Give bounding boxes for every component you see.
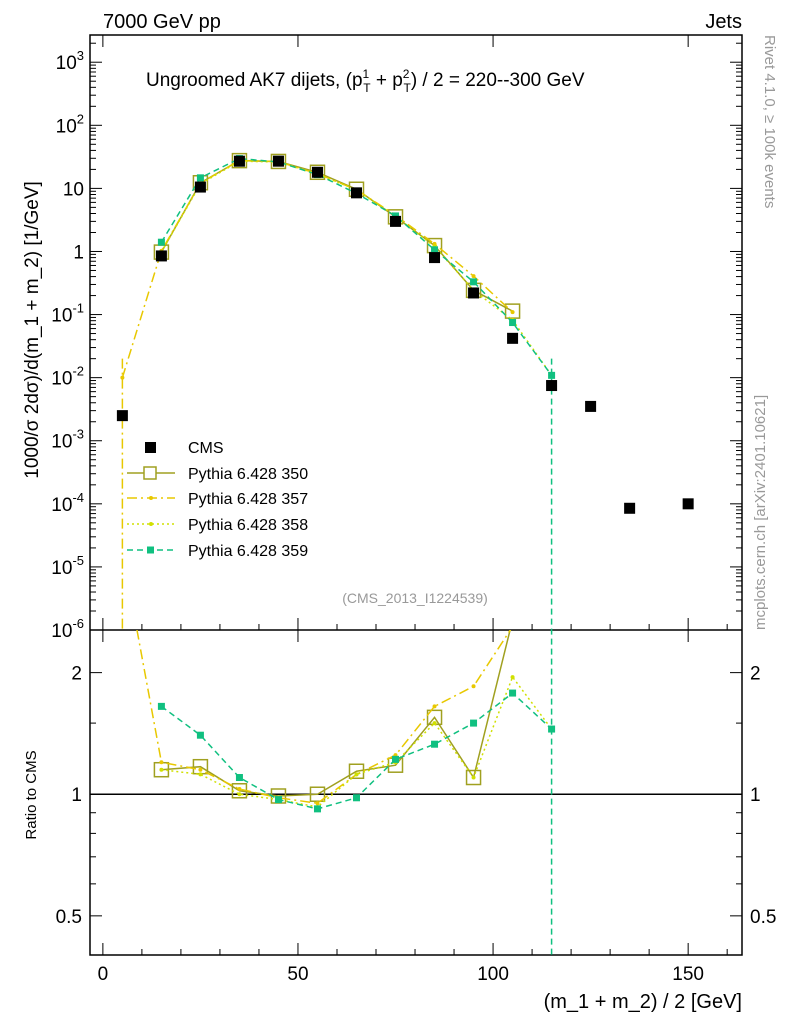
ratio-marker [471, 775, 476, 780]
y-tick-label: 10-3 [51, 427, 84, 453]
ratio-marker-359 [431, 740, 439, 748]
y-tick-label: 10-5 [51, 553, 84, 579]
marker-359 [431, 246, 439, 254]
x-tick-label: 100 [477, 964, 509, 985]
cms-data-point [155, 250, 167, 262]
cms-data-point [429, 252, 441, 264]
ratio-tick-label: 0.5 [56, 907, 82, 928]
legend-marker [143, 466, 157, 480]
ratio-marker-350 [506, 613, 520, 627]
ratio-tick-label-right: 0.5 [750, 907, 776, 928]
ratio-marker [511, 625, 515, 629]
plot-frame [89, 34, 743, 956]
legend-label: Pythia 6.428 357 [188, 491, 308, 508]
y-tick-label: 1 [73, 242, 84, 263]
y-axis-label: 1000/σ 2dσ)/d(m_1 + m_2) [1/GeV] [22, 181, 43, 479]
marker-359 [548, 371, 556, 379]
cms-data-point [311, 166, 323, 178]
ratio-marker-359 [470, 719, 478, 727]
ratio-tick-label-right: 2 [750, 664, 761, 685]
y-tick-label: 103 [56, 48, 84, 74]
ratio-marker [198, 772, 203, 777]
ratio-marker [159, 767, 164, 772]
ratio-marker-359 [392, 755, 400, 763]
header-left: 7000 GeV pp [103, 11, 221, 33]
x-axis-label: (m_1 + m_2) / 2 [GeV] [544, 991, 742, 1013]
legend-label: Pythia 6.428 359 [188, 543, 308, 560]
cms-data-point [390, 215, 402, 227]
legend-label: Pythia 6.428 358 [188, 517, 308, 534]
ratio-marker [237, 787, 242, 792]
cms-data-point [585, 400, 597, 412]
cms-data-point [546, 380, 558, 392]
header-right: Jets [705, 11, 742, 33]
ratio-marker-359 [509, 689, 517, 697]
cms-data-point [507, 332, 519, 344]
cms-data-point [116, 410, 128, 422]
y-tick-label: 10-6 [51, 616, 84, 642]
ratio-marker-359 [196, 731, 204, 739]
mcplots-label: mcplots.cern.ch [arXiv:2401.10621] [752, 395, 769, 630]
legend-marker [147, 546, 154, 554]
cms-data-point [194, 181, 206, 193]
cms-data-point [272, 155, 284, 167]
series-line-ratio [161, 630, 511, 797]
ratio-marker-359 [274, 796, 282, 804]
ratio-marker-350 [465, 769, 482, 786]
chart-title: Ungroomed AK7 dijets, (p1 T + p2 T) / 2 = … [146, 67, 585, 95]
analysis-annotation: (CMS_2013_I1224539) [342, 590, 488, 606]
cms-data-point [233, 155, 245, 167]
y-tick-label: 10-1 [51, 301, 84, 327]
marker-359 [196, 174, 204, 182]
ratio-marker [120, 549, 124, 553]
series-line-ratio [160, 692, 553, 810]
ratio-marker-350 [348, 763, 365, 779]
ratio-y-axis-label: Ratio to CMS [23, 750, 40, 839]
ratio-marker-359 [235, 774, 243, 782]
ratio-marker [237, 792, 242, 797]
marker-359 [509, 319, 517, 327]
legend-marker [149, 496, 153, 500]
x-tick-label: 150 [672, 964, 704, 985]
ratio-marker [471, 684, 476, 689]
legend-marker [149, 522, 153, 526]
marker-357 [471, 274, 476, 279]
marker-357 [510, 310, 515, 315]
marker-359 [470, 278, 478, 286]
legend-cms-marker [145, 442, 156, 453]
y-tick-label: 10 [63, 179, 84, 200]
y-tick-label: 10-2 [51, 364, 84, 390]
ratio-marker [510, 675, 515, 680]
ratio-tick-label: 1 [71, 785, 82, 806]
cms-data-point [350, 187, 362, 199]
marker-359 [157, 238, 165, 246]
ratio-marker [198, 767, 203, 772]
legend-label: CMS [188, 440, 224, 457]
cms-data-point [624, 502, 636, 514]
marker-357 [120, 375, 125, 380]
cms-data-point [468, 287, 480, 299]
ratio-marker-359 [313, 805, 321, 813]
ratio-marker-359 [157, 702, 165, 710]
x-tick-label: 0 [98, 964, 109, 985]
y-tick-label: 102 [56, 111, 84, 137]
x-tick-label: 50 [287, 964, 308, 985]
ratio-marker [354, 772, 359, 777]
ratio-marker [159, 760, 164, 765]
rivet-label: Rivet 4.1.0, ≥ 100k events [761, 35, 778, 208]
legend-label: Pythia 6.428 350 [188, 466, 308, 483]
ratio-marker-359 [352, 794, 360, 802]
ratio-tick-label-right: 1 [750, 785, 761, 806]
ratio-marker [432, 704, 437, 709]
ratio-tick-label: 2 [71, 664, 82, 685]
ratio-marker [315, 801, 320, 806]
y-tick-label: 10-4 [51, 490, 84, 516]
series-line-ratio [136, 630, 512, 805]
ratio-marker [432, 721, 437, 726]
cms-data-point [682, 498, 694, 510]
